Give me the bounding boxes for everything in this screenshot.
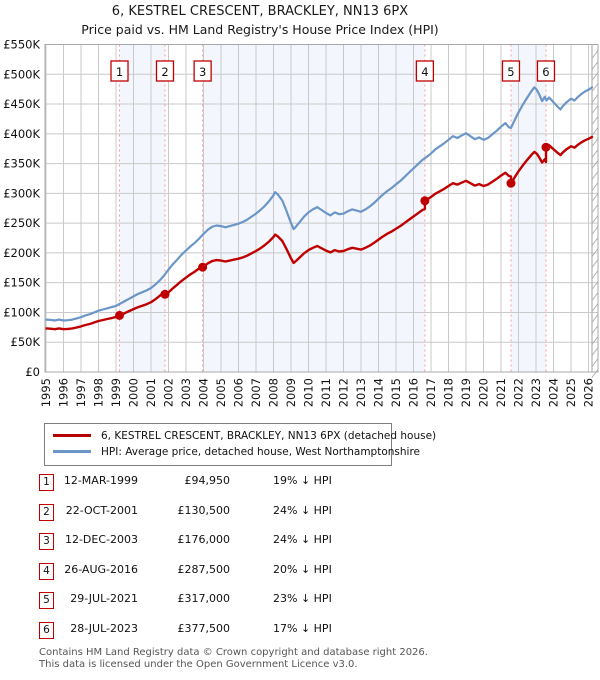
- svg-text:2003: 2003: [179, 378, 193, 407]
- sale-date: 12-DEC-2003: [64, 533, 138, 547]
- footer-line-2: This data is licensed under the Open Gov…: [39, 658, 358, 670]
- hpi-line-swatch: [53, 449, 91, 453]
- table-row: 6 28-JUL-2023 £377,500 17% ↓ HPI: [0, 620, 600, 639]
- svg-text:2007: 2007: [249, 378, 263, 407]
- svg-text:2001: 2001: [144, 378, 158, 407]
- svg-text:2005: 2005: [214, 378, 228, 407]
- svg-text:2020: 2020: [477, 378, 491, 407]
- sale-number-badge: 2: [39, 503, 54, 521]
- svg-text:2026: 2026: [582, 378, 596, 407]
- svg-text:£450K: £450K: [3, 97, 40, 111]
- svg-text:2010: 2010: [302, 378, 316, 407]
- table-row: 1 12-MAR-1999 £94,950 19% ↓ HPI: [0, 472, 600, 491]
- legend-property-label: 6, KESTREL CRESCENT, BRACKLEY, NN13 6PX …: [101, 430, 437, 442]
- svg-text:2: 2: [161, 65, 168, 79]
- page-subtitle: Price paid vs. HM Land Registry's House …: [81, 22, 439, 37]
- svg-text:£0: £0: [25, 365, 40, 379]
- svg-text:£300K: £300K: [3, 186, 40, 200]
- legend-row-hpi: HPI: Average price, detached house, West…: [53, 444, 420, 460]
- sale-price: £377,500: [177, 622, 231, 635]
- sale-number-badge: 5: [39, 592, 54, 610]
- sale-date: 26-AUG-2016: [64, 562, 138, 576]
- sale-date: 22-OCT-2001: [65, 503, 138, 517]
- svg-text:2022: 2022: [512, 378, 526, 407]
- page-title: 6, KESTREL CRESCENT, BRACKLEY, NN13 6PX: [111, 4, 409, 19]
- footer-line-1: Contains HM Land Registry data © Crown c…: [39, 647, 428, 658]
- svg-text:2014: 2014: [372, 378, 386, 407]
- sale-price: £287,500: [177, 562, 231, 576]
- svg-text:2008: 2008: [267, 378, 281, 407]
- license-footer: Contains HM Land Registry data © Crown c…: [39, 647, 428, 670]
- svg-text:2002: 2002: [162, 378, 176, 407]
- sale-number-badge: 3: [39, 533, 54, 551]
- legend-row-property: 6, KESTREL CRESCENT, BRACKLEY, NN13 6PX …: [53, 428, 436, 444]
- table-row: 3 12-DEC-2003 £176,000 24% ↓ HPI: [0, 531, 600, 551]
- sale-vs-hpi: 20% ↓ HPI: [273, 562, 332, 576]
- sale-date: 29-JUL-2021: [70, 592, 138, 606]
- svg-text:2006: 2006: [232, 378, 246, 407]
- svg-text:2004: 2004: [197, 378, 211, 407]
- svg-text:£350K: £350K: [3, 157, 40, 171]
- svg-text:1995: 1995: [39, 378, 53, 407]
- table-row: 4 26-AUG-2016 £287,500 20% ↓ HPI: [0, 561, 600, 580]
- table-row: 5 29-JUL-2021 £317,000 23% ↓ HPI: [0, 590, 600, 610]
- sale-date: 28-JUL-2023: [70, 622, 138, 635]
- svg-text:2016: 2016: [407, 378, 421, 407]
- svg-text:2000: 2000: [127, 378, 141, 407]
- svg-text:2021: 2021: [494, 378, 508, 407]
- sale-vs-hpi: 24% ↓ HPI: [273, 533, 332, 547]
- svg-text:1999: 1999: [109, 378, 123, 407]
- sale-number-badge: 1: [39, 474, 54, 491]
- sale-price: £130,500: [177, 503, 231, 517]
- svg-text:2024: 2024: [547, 378, 561, 407]
- svg-text:£250K: £250K: [3, 216, 40, 230]
- sale-number-badge: 6: [39, 622, 54, 639]
- svg-text:£550K: £550K: [3, 38, 40, 52]
- svg-text:£200K: £200K: [3, 246, 40, 260]
- sale-date: 12-MAR-1999: [63, 474, 138, 487]
- svg-text:6: 6: [542, 65, 549, 79]
- chart-legend: 6, KESTREL CRESCENT, BRACKLEY, NN13 6PX …: [44, 423, 436, 466]
- legend-hpi-label: HPI: Average price, detached house, West…: [101, 446, 420, 458]
- svg-text:1: 1: [116, 65, 123, 79]
- svg-text:£100K: £100K: [3, 305, 40, 319]
- svg-text:1996: 1996: [57, 378, 71, 407]
- svg-text:2009: 2009: [284, 378, 298, 407]
- svg-text:2013: 2013: [354, 378, 368, 407]
- svg-text:5: 5: [507, 65, 514, 79]
- sale-vs-hpi: 24% ↓ HPI: [273, 503, 332, 517]
- svg-text:4: 4: [421, 65, 428, 79]
- sale-price: £94,950: [184, 474, 231, 487]
- price-history-chart: 1 2 3 4 5 6 £0 £50K £100K £150K £200K £250K £300K £35…: [3, 38, 599, 407]
- sale-price: £176,000: [177, 533, 231, 547]
- svg-text:2011: 2011: [319, 378, 333, 407]
- svg-text:£50K: £50K: [11, 335, 41, 349]
- svg-text:2015: 2015: [389, 378, 403, 407]
- sale-vs-hpi: 19% ↓ HPI: [273, 474, 332, 487]
- svg-text:1998: 1998: [92, 378, 106, 407]
- svg-text:£400K: £400K: [3, 127, 40, 141]
- sale-vs-hpi: 23% ↓ HPI: [273, 592, 332, 606]
- table-row: 2 22-OCT-2001 £130,500 24% ↓ HPI: [0, 502, 600, 521]
- svg-text:2012: 2012: [337, 378, 351, 407]
- svg-text:2019: 2019: [459, 378, 473, 407]
- sale-number-badge: 4: [39, 562, 54, 580]
- svg-text:2023: 2023: [529, 378, 543, 407]
- svg-text:2025: 2025: [564, 378, 578, 407]
- property-line-swatch: [53, 433, 91, 437]
- sale-vs-hpi: 17% ↓ HPI: [273, 622, 332, 635]
- svg-text:3: 3: [199, 65, 206, 79]
- svg-text:£500K: £500K: [3, 67, 40, 81]
- sale-price: £317,000: [177, 592, 231, 606]
- svg-text:£150K: £150K: [3, 276, 40, 290]
- svg-text:2017: 2017: [424, 378, 438, 407]
- svg-text:1997: 1997: [74, 378, 88, 407]
- svg-text:2018: 2018: [442, 378, 456, 407]
